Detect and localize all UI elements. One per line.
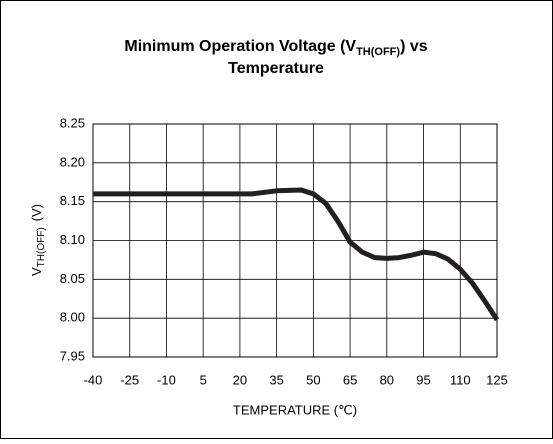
x-tick-label: 95 (416, 372, 430, 387)
title-text: Minimum Operation Voltage (V (124, 38, 356, 55)
y-tick-label: 8.10 (60, 232, 85, 247)
y-label-unit: (V) (29, 204, 44, 221)
x-tick-label: -10 (157, 372, 176, 387)
y-tick-label: 8.15 (60, 193, 85, 208)
x-axis-label: TEMPERATURE (℃) (233, 402, 357, 417)
x-tick-label: 125 (486, 372, 508, 387)
x-tick-label: 5 (200, 372, 207, 387)
chart-title: Temperature (228, 60, 324, 77)
y-tick-label: 8.25 (60, 115, 85, 130)
y-tick-label: 8.00 (60, 310, 85, 325)
x-tick-label: 80 (380, 372, 394, 387)
y-tick-label: 8.20 (60, 154, 85, 169)
data-line (93, 187, 500, 322)
x-tick-label: 35 (269, 372, 283, 387)
y-axis-label: VTH(OFF) (V) (29, 204, 46, 276)
x-tick-label: -40 (84, 372, 103, 387)
x-tick-label: 20 (233, 372, 247, 387)
title-text: ) vs (400, 38, 428, 55)
x-tick-label: 110 (450, 372, 471, 387)
x-tick-label: -25 (120, 372, 139, 387)
y-tick-label: 8.05 (60, 271, 85, 286)
y-label-text: V (29, 267, 44, 276)
title-subscript: TH(OFF) (356, 46, 400, 58)
y-tick-label: 7.95 (60, 348, 85, 363)
chart-title: Minimum Operation Voltage (VTH(OFF)) vs (124, 38, 427, 58)
x-tick-label: 50 (306, 372, 320, 387)
y-label-subscript: TH(OFF) (36, 227, 47, 267)
x-tick-label: 65 (343, 372, 357, 387)
